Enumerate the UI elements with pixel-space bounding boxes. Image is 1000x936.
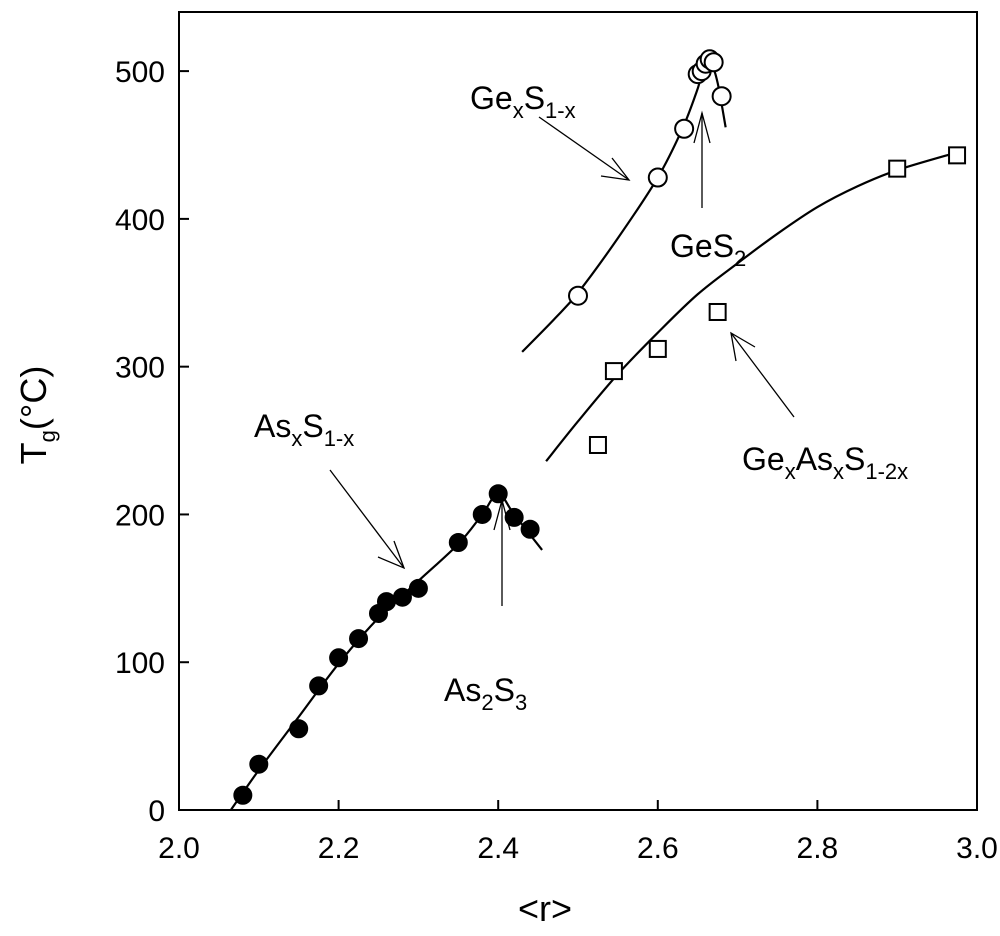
label-as2s3: As2S3 — [444, 672, 527, 715]
x-tick-label: 3.0 — [956, 832, 998, 865]
x-tick-label: 2.6 — [637, 832, 679, 865]
point-geAsS — [588, 435, 607, 454]
x-tick-label: 2.2 — [318, 832, 360, 865]
label-asS: AsxS1-x — [254, 408, 354, 451]
y-axis-label: Tg(°C) — [13, 366, 60, 465]
x-axis-label: <r> — [518, 888, 572, 929]
y-tick-label: 0 — [148, 795, 165, 828]
point-asS — [233, 785, 253, 805]
label-geS: GexS1-x — [470, 80, 576, 123]
arrow-as2s3 — [493, 497, 511, 606]
point-asS — [376, 592, 396, 612]
arrow-geAsS — [730, 331, 795, 418]
arrow-asS — [329, 469, 406, 570]
data-points — [233, 49, 967, 805]
point-geS — [647, 167, 668, 188]
point-asS — [289, 719, 309, 739]
point-geAsS — [708, 302, 727, 321]
point-asS — [309, 676, 329, 696]
x-tick-label: 2.8 — [797, 832, 839, 865]
y-tick-label: 300 — [115, 352, 165, 385]
x-axis: 2.0 2.2 2.4 2.6 2.8 3.0 — [158, 800, 998, 865]
point-asS — [392, 587, 412, 607]
point-geAsS — [948, 146, 967, 165]
fit-curve-asS — [229, 492, 543, 811]
point-asS — [349, 629, 369, 649]
x-tick-label: 2.0 — [158, 832, 200, 865]
arrow-ges2 — [693, 110, 711, 208]
point-asS — [329, 648, 349, 668]
point-geS — [703, 52, 724, 73]
arrow-geS — [538, 116, 631, 181]
annotation-arrows — [329, 110, 795, 606]
point-geAsS — [648, 339, 667, 358]
label-geAsS: GexAsxS1-2x — [742, 441, 908, 484]
y-tick-label: 100 — [115, 647, 165, 680]
plot-frame — [178, 11, 978, 811]
point-geS — [674, 118, 695, 139]
point-asS — [488, 484, 508, 504]
point-asS — [249, 754, 269, 774]
point-asS — [448, 533, 468, 553]
y-tick-label: 500 — [115, 56, 165, 89]
point-asS — [472, 504, 492, 524]
label-ges2: GeS2 — [670, 228, 746, 271]
point-asS — [520, 519, 540, 539]
fit-curve-geAsS — [545, 151, 958, 462]
y-tick-label: 400 — [115, 204, 165, 237]
x-tick-label: 2.4 — [477, 832, 519, 865]
y-tick-label: 200 — [115, 499, 165, 532]
point-geAsS — [888, 159, 907, 178]
point-asS — [504, 507, 524, 527]
y-axis: 0 100 200 300 400 500 — [115, 56, 189, 828]
point-geS — [568, 285, 588, 306]
point-geAsS — [604, 362, 623, 381]
point-asS — [408, 578, 428, 598]
point-geS — [711, 86, 732, 107]
